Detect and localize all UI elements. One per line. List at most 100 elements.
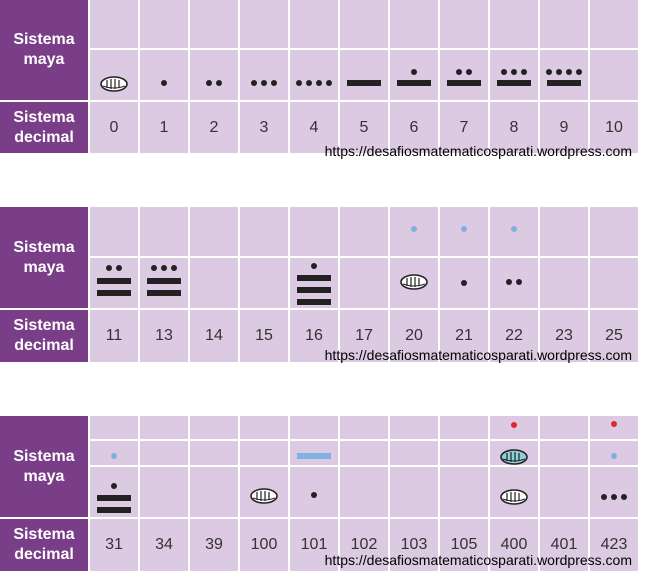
dot-glyph <box>456 69 462 75</box>
watermark-url-1: https://desafiosmatematicosparati.wordpr… <box>324 143 632 159</box>
glyph-cell <box>440 467 488 517</box>
dot-glyph <box>511 69 517 75</box>
glyph-cell <box>340 207 388 256</box>
decimal-value: 400 <box>490 519 538 571</box>
glyph-cell <box>290 416 338 439</box>
decimal-value: 17 <box>340 310 388 362</box>
dot-glyph <box>216 80 222 86</box>
decimal-value: 14 <box>190 310 238 362</box>
glyph-cell <box>390 0 438 48</box>
decimal-value: 9 <box>540 102 588 153</box>
glyph-cell <box>140 50 188 100</box>
glyph-cell <box>490 258 538 308</box>
glyph-cell <box>190 416 238 439</box>
glyph-cell <box>140 0 188 48</box>
decimal-value: 39 <box>190 519 238 571</box>
glyph-cell <box>240 50 288 100</box>
dot-glyph <box>161 80 167 86</box>
glyph-cell <box>190 50 238 100</box>
dot-glyph <box>516 279 522 285</box>
dot-glyph <box>611 494 617 500</box>
decimal-value: 10 <box>590 102 638 153</box>
decimal-row-header: Sistema decimal <box>0 519 88 571</box>
dot-glyph <box>161 265 167 271</box>
dot-glyph <box>296 80 302 86</box>
dot-glyph <box>466 69 472 75</box>
glyph-cell <box>90 416 138 439</box>
glyph-cell <box>540 441 588 465</box>
bar-glyph <box>297 287 331 293</box>
dot-glyph <box>251 80 257 86</box>
glyph-cell <box>340 0 388 48</box>
decimal-value: 15 <box>240 310 288 362</box>
glyph-cell <box>240 441 288 465</box>
decimal-value: 34 <box>140 519 188 571</box>
glyph-cell <box>390 467 438 517</box>
glyph-cell <box>590 467 638 517</box>
glyph-cell <box>340 258 388 308</box>
decimal-value: 8 <box>490 102 538 153</box>
maya-row-header: Sistema maya <box>0 0 88 100</box>
glyph-cell <box>340 441 388 465</box>
watermark-url-2: https://desafiosmatematicosparati.wordpr… <box>324 347 632 363</box>
glyph-cell <box>340 416 388 439</box>
decimal-row-label: Sistema decimal <box>13 108 75 146</box>
bar-glyph <box>297 453 331 459</box>
decimal-value: 100 <box>240 519 288 571</box>
bar-glyph <box>397 80 431 86</box>
glyph-cell <box>290 50 338 100</box>
glyph-cell <box>140 467 188 517</box>
dot-glyph <box>621 494 627 500</box>
dot-glyph <box>151 265 157 271</box>
dot-glyph <box>411 226 417 232</box>
glyph-cell <box>140 207 188 256</box>
dot-glyph <box>611 421 617 427</box>
dot-glyph <box>326 80 332 86</box>
dot-glyph <box>171 265 177 271</box>
decimal-value: 6 <box>390 102 438 153</box>
decimal-value: 23 <box>540 310 588 362</box>
dot-glyph <box>206 80 212 86</box>
maya-row-header: Sistema maya <box>0 416 88 517</box>
glyph-cell <box>140 416 188 439</box>
decimal-row-label: Sistema decimal <box>13 526 75 563</box>
dot-glyph <box>261 80 267 86</box>
decimal-row-label: Sistema decimal <box>13 317 75 354</box>
glyph-cell <box>140 441 188 465</box>
shell-zero-icon <box>250 488 278 504</box>
glyph-cell <box>90 0 138 48</box>
decimal-value: 21 <box>440 310 488 362</box>
decimal-value: 13 <box>140 310 188 362</box>
maya-row-header: Sistema maya <box>0 207 88 308</box>
glyph-cell <box>540 207 588 256</box>
glyph-cell <box>440 0 488 48</box>
dot-glyph <box>601 494 607 500</box>
dot-glyph <box>306 80 312 86</box>
glyph-cell <box>340 50 388 100</box>
dot-glyph <box>576 69 582 75</box>
maya-row-label: Sistema maya <box>13 447 75 485</box>
decimal-value: 101 <box>290 519 338 571</box>
decimal-value: 103 <box>390 519 438 571</box>
glyph-cell <box>240 416 288 439</box>
glyph-cell <box>390 416 438 439</box>
glyph-cell <box>440 50 488 100</box>
dot-glyph <box>461 226 467 232</box>
glyph-cell <box>190 0 238 48</box>
decimal-row-header: Sistema decimal <box>0 310 88 362</box>
dot-glyph <box>521 69 527 75</box>
bar-glyph <box>147 290 181 296</box>
glyph-cell <box>240 0 288 48</box>
bar-glyph <box>497 80 531 86</box>
shell-zero-icon <box>400 274 428 290</box>
dot-glyph <box>111 453 117 459</box>
dot-glyph <box>511 422 517 428</box>
decimal-value: 5 <box>340 102 388 153</box>
glyph-cell <box>540 467 588 517</box>
shell-zero-icon <box>500 449 528 465</box>
dot-glyph <box>411 69 417 75</box>
decimal-value: 1 <box>140 102 188 153</box>
glyph-cell <box>540 416 588 439</box>
decimal-value: 401 <box>540 519 588 571</box>
decimal-value: 11 <box>90 310 138 362</box>
